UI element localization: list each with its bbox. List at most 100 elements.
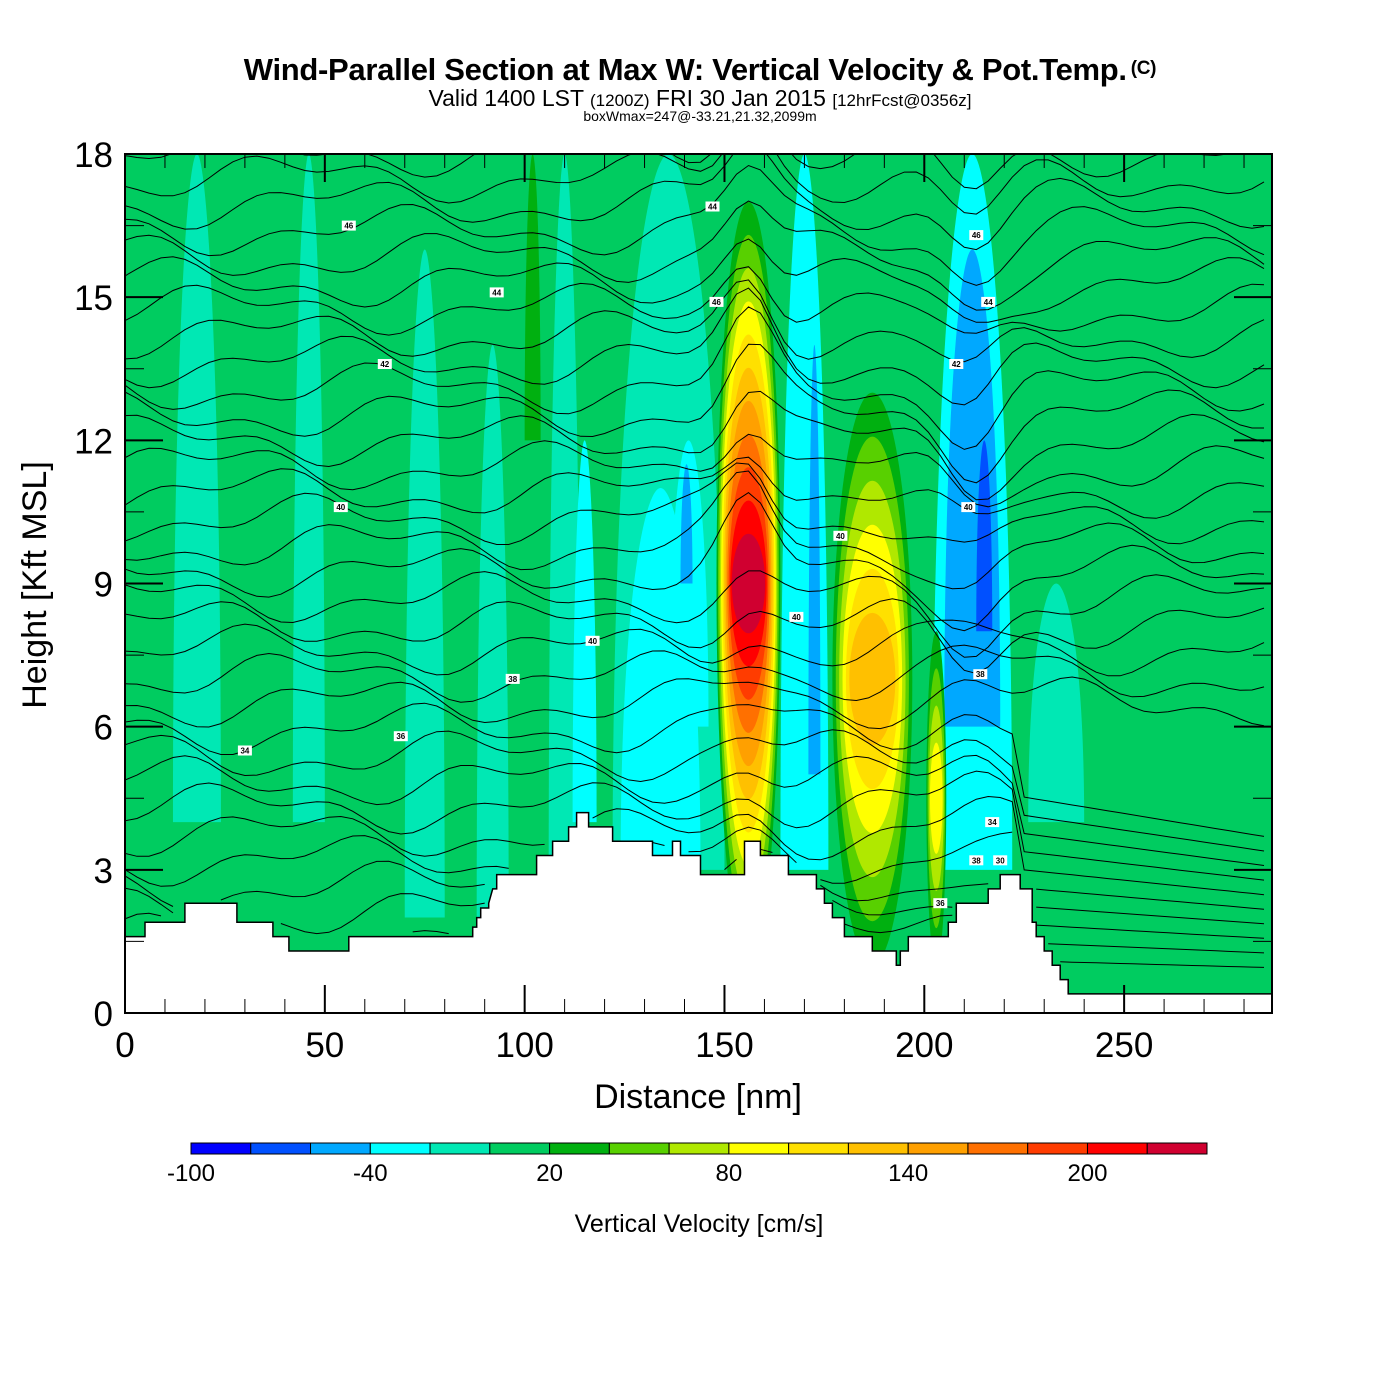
contour-labels: 46 44 42 40 38 36 34 40 44 46 40 40 46 44 42 40 38 34 38 30… xyxy=(237,201,1008,909)
theta-contour-line xyxy=(820,831,1013,884)
contour-label-text: 38 xyxy=(508,675,517,684)
theta-contour-line xyxy=(125,835,509,887)
velocity-band xyxy=(548,154,581,918)
theta-contour-line xyxy=(1036,924,1265,939)
contour-label: 34 xyxy=(985,817,1000,828)
colorbar-label: 200 xyxy=(1067,1160,1107,1187)
theta-contour-line xyxy=(688,826,797,864)
terrain xyxy=(125,811,1272,1013)
y-tick-label: 0 xyxy=(94,995,113,1034)
chart-title: Wind-Parallel Section at Max W: Vertical… xyxy=(0,52,1400,88)
contour-label-bg xyxy=(969,855,984,866)
contour-label-text: 38 xyxy=(976,670,985,679)
colorbar-swatch xyxy=(668,1142,730,1155)
theta-contour-line xyxy=(125,676,1265,730)
contour-label-bg xyxy=(237,745,252,756)
contour-label: 44 xyxy=(705,201,720,212)
y-axis-title: Height [Kft MSL] xyxy=(16,461,54,709)
theta-contour-line xyxy=(125,390,1265,501)
contour-label: 40 xyxy=(961,502,976,513)
theta-contour-line xyxy=(125,154,1265,251)
x-axis-title: Distance [nm] xyxy=(594,1078,802,1116)
theta-contour-line xyxy=(1036,906,1265,925)
contour-label-text: 40 xyxy=(792,613,801,622)
contour-label-text: 40 xyxy=(588,637,597,646)
colorbar-swatch xyxy=(728,1142,790,1155)
velocity-band xyxy=(404,249,445,918)
contour-label-bg xyxy=(969,230,984,241)
contour-label-bg xyxy=(949,359,964,369)
x-tick-label: 150 xyxy=(695,1026,753,1065)
velocity-band xyxy=(524,154,541,441)
velocity-band xyxy=(476,344,509,918)
theta-contour-line xyxy=(125,266,1265,336)
contour-label-bg xyxy=(981,296,996,307)
contour-label-text: 34 xyxy=(240,747,249,756)
theta-contour-line xyxy=(125,702,1265,837)
valid-time-utc: (1200Z) xyxy=(590,91,650,110)
contour-label-text: 46 xyxy=(344,222,353,231)
contour-label-bg xyxy=(933,898,948,909)
contour-label-bg xyxy=(973,669,988,680)
velocity-band xyxy=(1028,583,1085,823)
tertiary-updraft-level xyxy=(929,742,943,854)
velocity-band xyxy=(808,344,821,775)
theta-contour-line xyxy=(125,912,162,920)
contour-label-text: 36 xyxy=(396,732,405,741)
contour-label-bg xyxy=(333,502,348,513)
contour-label: 44 xyxy=(489,287,504,298)
contour-label: 42 xyxy=(377,359,392,369)
chart-title-text: Wind-Parallel Section at Max W: Vertical… xyxy=(243,52,1127,87)
contour-label: 40 xyxy=(833,530,848,541)
contour-label: 40 xyxy=(333,502,348,513)
theta-contour-line xyxy=(125,887,174,914)
contour-label: 34 xyxy=(237,745,252,756)
theta-contour-line xyxy=(125,815,545,857)
contour-label-text: 44 xyxy=(984,298,993,307)
theta-contour-line xyxy=(125,875,174,907)
contour-label: 44 xyxy=(981,296,996,307)
colorbar-label: 20 xyxy=(536,1160,563,1187)
theta-contour-line xyxy=(125,491,1265,632)
theta-contour-line xyxy=(125,729,1265,852)
contour-label-text: 36 xyxy=(936,899,945,908)
colorbar-swatch xyxy=(1146,1142,1208,1155)
colorbar-swatch xyxy=(788,1142,849,1155)
theta-contour-line xyxy=(125,598,1265,675)
theta-contour-line xyxy=(1060,961,1265,968)
contour-label: 38 xyxy=(969,855,984,866)
colorbar-swatch xyxy=(369,1142,431,1155)
colorbar-swatch xyxy=(608,1142,670,1155)
contour-label-bg xyxy=(585,635,600,646)
colorbar-label: -40 xyxy=(353,1160,388,1187)
contour-label: 46 xyxy=(341,220,356,231)
theta-contour-line xyxy=(125,433,1265,508)
theta-contour-line xyxy=(220,860,485,901)
contour-label-bg xyxy=(393,731,408,742)
contour-label-text: 42 xyxy=(380,360,389,369)
colorbar-swatch xyxy=(429,1142,491,1155)
theta-contour-line xyxy=(1036,888,1265,910)
contour-label: 42 xyxy=(949,359,964,369)
contour-label: 38 xyxy=(505,673,520,684)
contour-label-text: 46 xyxy=(712,298,721,307)
contour-label: 46 xyxy=(969,230,984,241)
colorbar-swatch xyxy=(250,1142,312,1155)
contour-label-bg xyxy=(709,296,724,307)
contour-label: 40 xyxy=(585,635,600,646)
y-tick-label: 6 xyxy=(94,709,113,748)
theta-contours xyxy=(125,154,1265,968)
contour-label-bg xyxy=(505,673,520,684)
contour-label: 40 xyxy=(789,611,804,622)
secondary-updraft-level xyxy=(849,612,896,746)
colorbar-swatch xyxy=(847,1142,909,1155)
theta-contour-line xyxy=(125,470,1265,590)
contour-label-bg xyxy=(985,817,1000,828)
colorbar: -100 -40 20 80 140 200 xyxy=(167,1142,1208,1187)
theta-contour-line xyxy=(125,462,1265,545)
box-wmax-info: boxWmax=247@-33.21,21.32,2099m xyxy=(583,108,817,124)
colorbar-swatch xyxy=(549,1142,610,1155)
colorbar-label: -100 xyxy=(167,1160,215,1187)
theta-contour-line xyxy=(652,842,665,846)
contour-label-text: 44 xyxy=(708,203,717,212)
